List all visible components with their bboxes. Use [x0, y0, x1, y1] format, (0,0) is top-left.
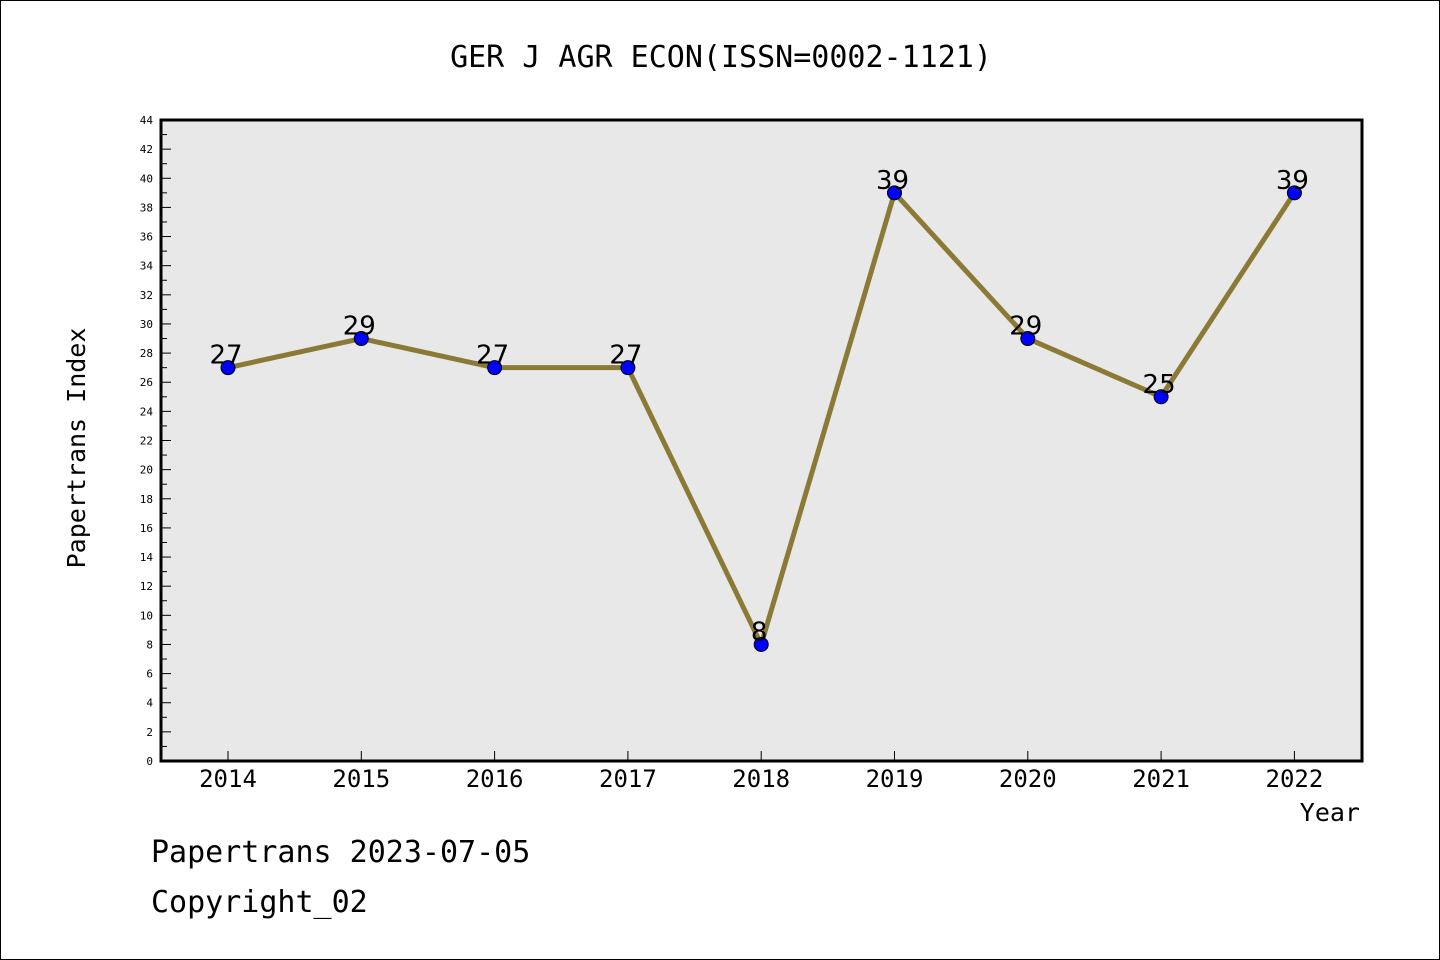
data-label: 29 [1009, 312, 1042, 342]
data-point [887, 185, 902, 201]
y-tick-label: 36 [140, 231, 153, 244]
y-tick-label: 44 [140, 114, 154, 127]
data-label: 27 [209, 341, 242, 371]
y-tick-label: 2 [146, 726, 153, 739]
y-tick-label: 38 [140, 201, 153, 214]
x-tick-label: 2021 [1132, 765, 1190, 793]
y-tick-label: 4 [146, 697, 153, 710]
data-label: 27 [609, 341, 642, 371]
data-label: 25 [1143, 370, 1176, 400]
x-tick-label: 2022 [1266, 765, 1324, 793]
data-point [353, 331, 369, 347]
data-point [487, 360, 503, 376]
y-tick-label: 20 [140, 464, 153, 477]
x-tick-label: 2015 [332, 765, 390, 793]
y-tick-label: 28 [140, 347, 153, 360]
data-label: 8 [751, 617, 768, 647]
y-tick-label: 16 [140, 522, 153, 535]
footer-date-text: Papertrans 2023-07-05 [151, 835, 531, 870]
data-label: 29 [343, 312, 376, 342]
y-tick-label: 30 [140, 318, 153, 331]
x-axis-ticks: 2014 2015 2016 2017 2018 2019 2020 2021 2022 [199, 751, 1323, 793]
y-tick-label: 34 [140, 260, 154, 273]
y-tick-label: 42 [140, 143, 153, 156]
y-tick-label: 6 [146, 668, 153, 681]
x-tick-label: 2018 [732, 765, 790, 793]
data-label: 39 [876, 166, 909, 196]
data-point [1020, 331, 1036, 347]
data-point [220, 360, 236, 376]
data-point [620, 360, 636, 376]
data-point [753, 636, 769, 652]
plot-area [159, 118, 1364, 763]
y-tick-label: 0 [146, 755, 153, 768]
chart-title: GER J AGR ECON(ISSN=0002-1121) [450, 40, 992, 75]
y-tick-label: 32 [140, 289, 153, 302]
y-axis-ticks: 0246810121416182022242628303234363840424… [140, 114, 171, 768]
y-tick-label: 24 [140, 405, 154, 418]
y-tick-label: 10 [140, 609, 153, 622]
y-tick-label: 14 [140, 551, 154, 564]
y-tick-label: 22 [140, 435, 153, 448]
y-tick-label: 12 [140, 580, 153, 593]
x-tick-label: 2019 [866, 765, 924, 793]
x-tick-label: 2017 [599, 765, 657, 793]
data-label: 39 [1276, 166, 1309, 196]
y-axis-label: Papertrans Index [62, 328, 91, 569]
y-tick-label: 40 [140, 172, 153, 185]
data-point [1153, 389, 1169, 405]
data-label: 27 [476, 341, 509, 371]
x-tick-label: 2020 [999, 765, 1057, 793]
y-tick-label: 18 [140, 493, 153, 506]
series-group: 27 29 27 27 8 39 29 25 39 [209, 166, 1309, 652]
x-axis-label: Year [1300, 798, 1360, 827]
footer-copyright-text: Copyright_02 [151, 885, 368, 920]
y-tick-label: 8 [146, 638, 153, 651]
y-tick-label: 26 [140, 376, 153, 389]
x-tick-label: 2016 [466, 765, 524, 793]
data-point [1286, 185, 1302, 201]
x-tick-label: 2014 [199, 765, 257, 793]
